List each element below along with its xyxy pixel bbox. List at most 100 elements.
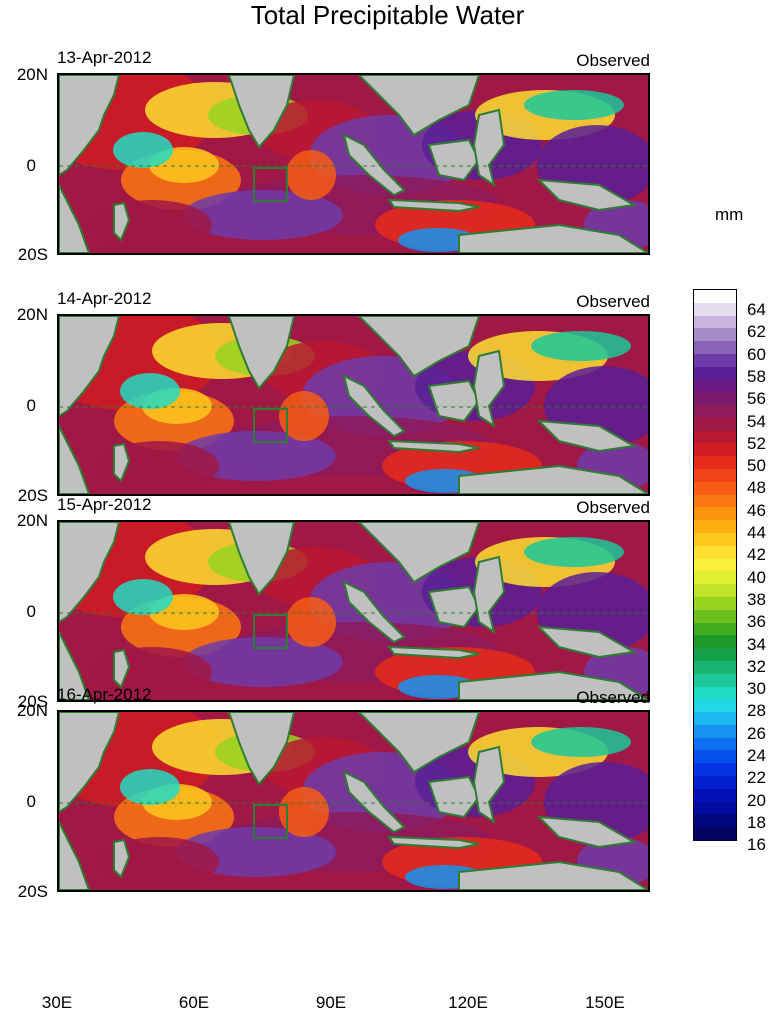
- colorbar-label: 50: [747, 456, 766, 476]
- colorbar-swatch: [694, 596, 736, 611]
- colorbar-label: 54: [747, 411, 766, 431]
- colorbar: [693, 289, 737, 841]
- colorbar-label: 62: [747, 322, 766, 342]
- colorbar-label: 60: [747, 344, 766, 364]
- colorbar-label: 52: [747, 433, 766, 453]
- map-panel-1: 13-Apr-2012 Observed: [57, 48, 650, 255]
- colorbar-label: 30: [747, 679, 766, 699]
- colorbar-swatch: [694, 648, 736, 662]
- map-svg: [59, 522, 648, 700]
- colorbar-swatch: [694, 750, 736, 764]
- colorbar-swatch: [694, 788, 736, 803]
- colorbar-label: 20: [747, 790, 766, 810]
- colorbar-swatch: [694, 507, 736, 521]
- map-svg: [59, 712, 648, 890]
- map-area: [57, 520, 650, 702]
- lat-label-20n: 20N: [16, 65, 48, 84]
- colorbar-swatch: [694, 571, 736, 585]
- colorbar-swatch: [694, 699, 736, 713]
- colorbar-swatch: [694, 328, 736, 342]
- colorbar-swatch: [694, 430, 736, 445]
- colorbar-swatch: [694, 737, 736, 752]
- colorbar-label: 58: [747, 366, 766, 386]
- panel-status: Observed: [576, 51, 650, 70]
- map-svg: [59, 316, 648, 494]
- colorbar-swatch: [694, 469, 736, 483]
- colorbar-label: 64: [747, 300, 766, 319]
- lat-label-0: 0: [26, 792, 36, 811]
- colorbar-label: 42: [747, 545, 766, 565]
- map-area: [57, 710, 650, 892]
- colorbar-swatch: [694, 379, 736, 393]
- colorbar-swatch: [694, 686, 736, 700]
- colorbar-swatch: [694, 417, 736, 432]
- colorbar-label: 34: [747, 634, 766, 654]
- colorbar-swatch: [694, 494, 736, 509]
- panel-date: 13-Apr-2012: [57, 48, 152, 67]
- colorbar-swatch: [694, 520, 736, 534]
- panel-status: Observed: [576, 292, 650, 311]
- map-svg: [59, 75, 648, 253]
- lat-label-20s: 20S: [17, 245, 48, 264]
- lat-label-0: 0: [26, 396, 36, 415]
- colorbar-swatch: [694, 763, 736, 777]
- colorbar-label: 40: [747, 567, 766, 587]
- colorbar-swatch: [694, 801, 736, 816]
- lon-label-60e: 60E: [178, 993, 210, 1012]
- colorbar-swatch: [694, 290, 736, 304]
- colorbar-swatch: [694, 712, 736, 726]
- colorbar-label: 38: [747, 589, 766, 609]
- panel-date: 16-Apr-2012: [57, 685, 152, 704]
- colorbar-swatch: [694, 456, 736, 470]
- panel-date: 14-Apr-2012: [57, 289, 152, 308]
- colorbar-swatch: [694, 584, 736, 598]
- colorbar-swatch: [694, 558, 736, 572]
- colorbar-label: 18: [747, 812, 766, 832]
- colorbar-swatch: [694, 827, 736, 841]
- colorbar-label: 28: [747, 701, 766, 721]
- colorbar-swatch: [694, 353, 736, 368]
- map-area: [57, 73, 650, 255]
- colorbar-swatch: [694, 622, 736, 636]
- colorbar-swatch: [694, 635, 736, 649]
- lon-label-30e: 30E: [41, 993, 73, 1012]
- colorbar-label: 48: [747, 478, 766, 498]
- figure-title: Total Precipitable Water: [250, 0, 525, 30]
- lat-label-20n: 20N: [16, 511, 48, 530]
- colorbar-swatch: [694, 302, 736, 317]
- map-panel-4: 16-Apr-2012 Observed: [57, 685, 650, 892]
- lon-label-120e: 120E: [448, 993, 488, 1012]
- colorbar-swatch: [694, 814, 736, 828]
- lon-label-150e: 150E: [585, 993, 625, 1012]
- colorbar-label: 56: [747, 389, 766, 409]
- panel-status: Observed: [576, 688, 650, 707]
- lat-label-0: 0: [26, 156, 36, 175]
- colorbar-swatch: [694, 724, 736, 739]
- colorbar-label: 26: [747, 723, 766, 743]
- map-panel-3: 15-Apr-2012 Observed: [57, 495, 650, 702]
- map-panel-2: 14-Apr-2012 Observed: [57, 289, 650, 496]
- lon-label-90e: 90E: [315, 993, 347, 1012]
- lat-label-20s: 20S: [17, 692, 48, 711]
- lat-label-20n: 20N: [16, 305, 48, 324]
- colorbar-swatch: [694, 315, 736, 329]
- colorbar-label: 46: [747, 500, 766, 520]
- panel-date: 15-Apr-2012: [57, 495, 152, 514]
- colorbar-swatch: [694, 405, 736, 419]
- colorbar-swatch: [694, 533, 736, 547]
- colorbar-swatch: [694, 660, 736, 675]
- colorbar-swatch: [694, 545, 736, 560]
- colorbar-swatch: [694, 366, 736, 381]
- colorbar-swatch: [694, 673, 736, 688]
- colorbar-swatch: [694, 776, 736, 790]
- colorbar-swatch: [694, 609, 736, 624]
- colorbar-label: 36: [747, 612, 766, 632]
- colorbar-swatch: [694, 443, 736, 457]
- lat-label-0: 0: [26, 602, 36, 621]
- map-area: [57, 314, 650, 496]
- lat-label-20n: 20N: [16, 701, 48, 720]
- colorbar-label: 44: [747, 523, 766, 542]
- colorbar-units: mm: [715, 205, 744, 224]
- colorbar-label: 22: [747, 768, 766, 788]
- colorbar-label: 16: [747, 835, 766, 855]
